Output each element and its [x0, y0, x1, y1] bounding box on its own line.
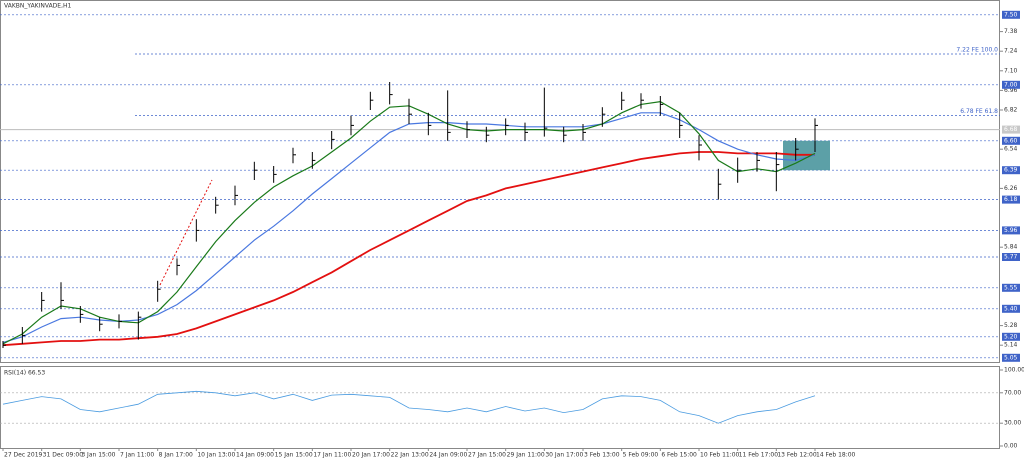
x-tick-label: 22 Jan 13:00	[391, 452, 429, 459]
x-tick-label: 20 Jan 17:00	[352, 452, 390, 459]
level-box	[1002, 10, 1020, 19]
level-box	[1002, 136, 1020, 145]
level-label: 5.96	[1004, 227, 1018, 234]
fib-leg	[159, 179, 213, 286]
y-tick-label: 5.28	[1004, 322, 1018, 329]
level-label: 5.55	[1004, 284, 1018, 291]
x-tick-label: 15 Jan 15:00	[275, 452, 313, 459]
level-box	[1002, 283, 1020, 292]
level-label: 7.50	[1004, 11, 1018, 18]
x-tick-label: 8 Jan 17:00	[159, 452, 193, 459]
x-tick-label: 29 Jan 11:00	[507, 452, 545, 459]
level-label: 6.39	[1004, 167, 1018, 174]
y-tick-label: 7.10	[1004, 67, 1018, 74]
x-tick-label: 31 Dec 09:00	[43, 452, 84, 459]
x-tick-label: 14 Jan 09:00	[236, 452, 274, 459]
rsi-panel	[0, 366, 1000, 449]
rsi-tick-label: 30.00	[1004, 420, 1021, 427]
x-tick-label: 27 Jan 15:00	[468, 452, 506, 459]
rsi-tick-label: 0.00	[1004, 443, 1018, 450]
x-tick-label: 24 Jan 09:00	[429, 452, 467, 459]
last-price-label: 6.68	[1004, 126, 1018, 133]
x-tick-label: 17 Jan 11:00	[313, 452, 351, 459]
chart-title: VAKBN_YAKINVADE,H1	[4, 3, 72, 10]
y-tick-label: 6.26	[1004, 185, 1018, 192]
level-label: 5.77	[1004, 254, 1018, 261]
level-box	[1002, 304, 1020, 313]
level-label: 5.40	[1004, 305, 1018, 312]
x-tick-label: 7 Jan 11:00	[120, 452, 154, 459]
y-tick-label: 5.14	[1004, 342, 1018, 349]
y-tick-label: 6.96	[1004, 87, 1018, 94]
y-tick-label: 7.24	[1004, 48, 1018, 55]
moving-average	[2, 151, 815, 347]
x-tick-label: 14 Feb 18:00	[816, 452, 856, 459]
level-label: 6.60	[1004, 137, 1018, 144]
level-box	[1002, 80, 1020, 89]
fib-label: 7.22 FE 100.0	[956, 47, 998, 54]
x-tick-label: 27 Dec 2019	[4, 452, 43, 459]
moving-average	[2, 112, 816, 343]
y-tick-label: 6.54	[1004, 146, 1018, 153]
x-tick-label: 30 Jan 17:00	[545, 452, 583, 459]
level-label: 6.18	[1004, 196, 1018, 203]
level-label: 5.05	[1004, 354, 1018, 361]
x-tick-label: 3 Feb 13:00	[584, 452, 620, 459]
level-box	[1002, 166, 1020, 175]
rsi-title: RSI(14) 66.53	[4, 370, 45, 377]
y-tick-label: 6.82	[1004, 107, 1018, 114]
x-tick-label: 6 Feb 15:00	[661, 452, 697, 459]
level-box	[1002, 226, 1020, 235]
moving-average	[2, 100, 816, 345]
level-box	[1002, 195, 1020, 204]
x-tick-label: 11 Feb 17:00	[739, 452, 779, 459]
x-tick-label: 3 Jan 15:00	[81, 452, 115, 459]
level-box	[1002, 353, 1020, 362]
rsi-line	[2, 390, 816, 424]
fib-label: 6.78 FE 61.8	[960, 108, 998, 115]
x-tick-label: 5 Feb 09:00	[623, 452, 659, 459]
y-tick-label: 5.84	[1004, 244, 1018, 251]
rsi-tick-label: 70.00	[1004, 389, 1021, 396]
level-label: 5.20	[1004, 333, 1018, 340]
level-box	[1002, 253, 1020, 261]
x-tick-label: 13 Feb 12:00	[777, 452, 817, 459]
price-panel	[0, 0, 1000, 363]
last-price-box	[1002, 125, 1020, 134]
level-label: 7.00	[1004, 81, 1018, 88]
level-box	[1002, 332, 1020, 341]
x-tick-label: 10 Feb 11:00	[700, 452, 740, 459]
rsi-tick-label: 100.00	[1004, 367, 1024, 374]
y-tick-label: 7.38	[1004, 28, 1018, 35]
x-tick-label: 10 Jan 13:00	[197, 452, 235, 459]
